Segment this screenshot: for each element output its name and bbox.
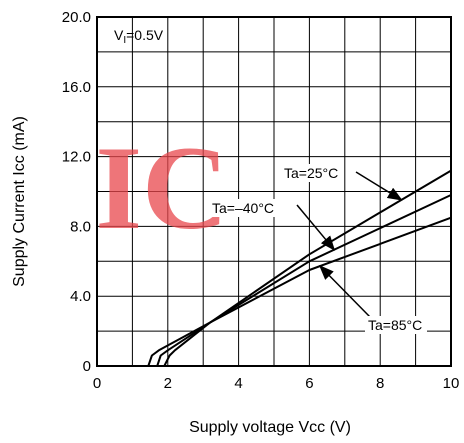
tick-labels: 0 2 4 6 8 10 0 4.0 8.0 12.0 16.0 20.0 xyxy=(62,9,460,392)
svg-text:VI=0.5V: VI=0.5V xyxy=(114,27,164,46)
annotation-bg xyxy=(209,199,279,217)
annotation-arrow xyxy=(296,204,336,251)
x-tick-label: 8 xyxy=(376,375,384,392)
x-tick-label: 0 xyxy=(93,375,101,392)
y-tick-label: 12.0 xyxy=(62,149,91,166)
condition-main: V xyxy=(114,27,124,43)
annotations: Ta=25°C Ta=–40°C Ta=85°C xyxy=(209,164,427,334)
condition-label: VI=0.5V xyxy=(114,27,164,46)
y-tick-label: 8.0 xyxy=(70,218,91,235)
y-tick-label: 4.0 xyxy=(70,288,91,305)
annotation-bg xyxy=(281,164,343,182)
y-tick-label: 20.0 xyxy=(62,9,91,26)
annotation-arrow xyxy=(355,171,403,201)
x-tick-label: 4 xyxy=(234,375,242,392)
watermark: IC xyxy=(95,121,228,254)
condition-rest: =0.5V xyxy=(126,27,164,43)
x-tick-label: 2 xyxy=(164,375,172,392)
y-tick-label: 16.0 xyxy=(62,79,91,96)
condition-sub: I xyxy=(123,35,126,46)
series-line-0 xyxy=(97,169,452,367)
x-tick-label: 10 xyxy=(443,375,460,392)
plot-frame xyxy=(96,16,452,367)
annotation-label: Ta=85°C xyxy=(368,317,422,333)
annotation-label: Ta=–40°C xyxy=(212,200,274,216)
series-line-2 xyxy=(97,216,452,367)
y-axis-title: Supply Current Icc (mA) xyxy=(11,116,28,287)
x-tick-label: 6 xyxy=(305,375,313,392)
annotation-arrow xyxy=(318,265,372,319)
watermark-text: IC xyxy=(95,121,228,254)
series-lines xyxy=(97,169,452,367)
y-tick-label: 0 xyxy=(83,358,91,375)
annotation-bg xyxy=(365,316,427,334)
x-axis-title: Supply voltage Vcc (V) xyxy=(189,419,351,436)
annotation-label: Ta=25°C xyxy=(284,165,338,181)
series-line-1 xyxy=(97,194,452,367)
